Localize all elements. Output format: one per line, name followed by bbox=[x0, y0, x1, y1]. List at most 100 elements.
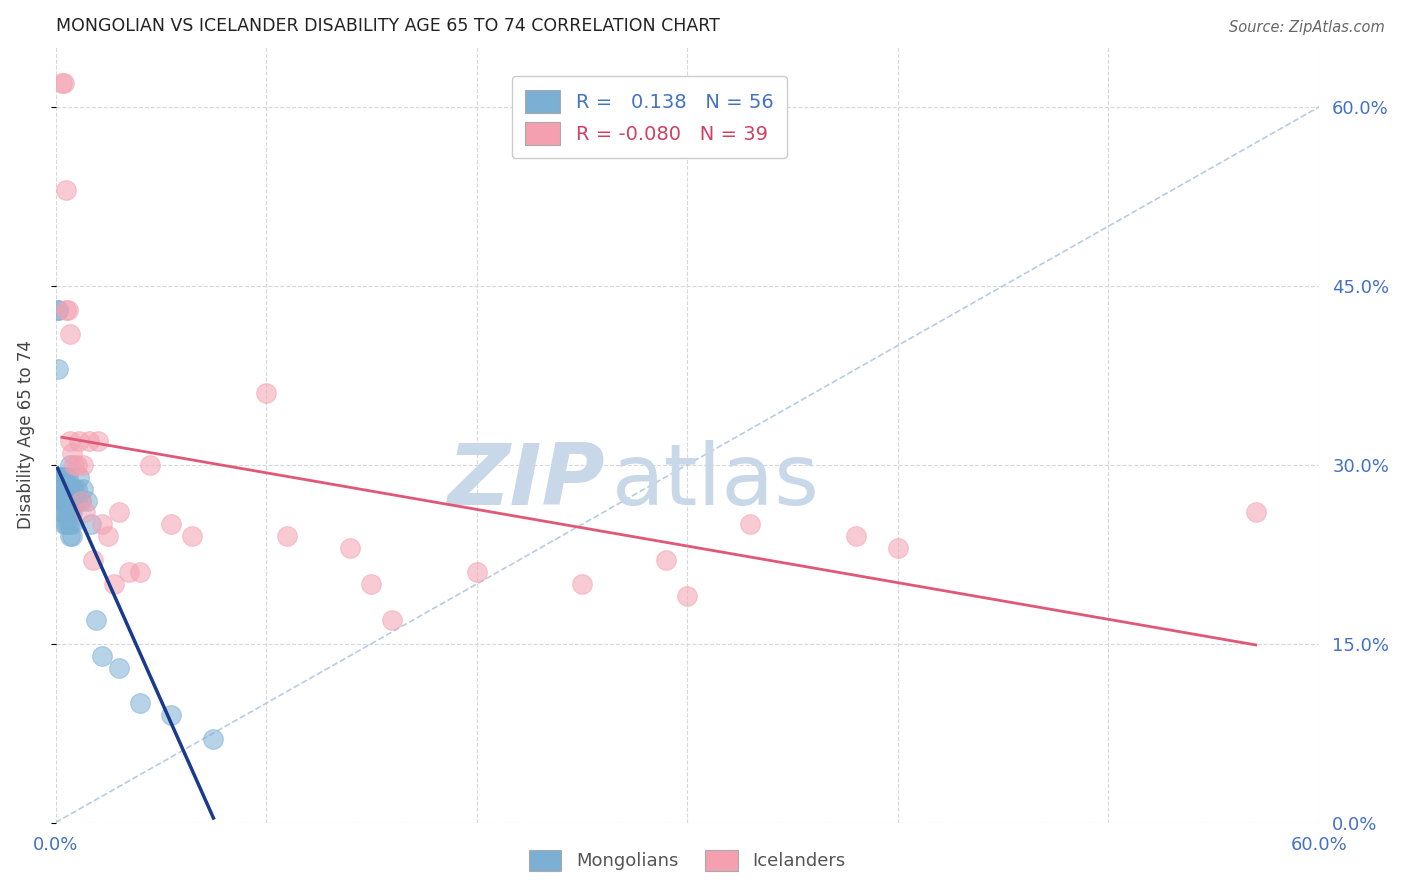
Point bbox=[55, 493, 77, 508]
Point bbox=[52, 493, 75, 508]
Point bbox=[56, 469, 79, 483]
Point bbox=[60, 529, 83, 543]
Point bbox=[59, 482, 82, 496]
Point bbox=[59, 506, 82, 520]
Point bbox=[60, 517, 83, 532]
Point bbox=[55, 469, 77, 483]
Point bbox=[51, 493, 73, 508]
Point bbox=[51, 76, 73, 90]
Point bbox=[63, 458, 86, 472]
Point bbox=[276, 529, 298, 543]
Point bbox=[56, 517, 79, 532]
Point bbox=[56, 302, 79, 317]
Point bbox=[90, 517, 112, 532]
Point bbox=[52, 482, 75, 496]
Point bbox=[160, 708, 183, 723]
Point bbox=[181, 529, 204, 543]
Point bbox=[887, 541, 910, 556]
Point bbox=[60, 482, 83, 496]
Point bbox=[52, 76, 75, 90]
Point bbox=[128, 565, 150, 579]
Point bbox=[48, 469, 70, 483]
Point bbox=[59, 493, 82, 508]
Point bbox=[86, 434, 108, 448]
Point bbox=[160, 517, 183, 532]
Point bbox=[46, 302, 69, 317]
Point bbox=[118, 565, 141, 579]
Point bbox=[65, 458, 87, 472]
Point bbox=[90, 648, 112, 663]
Point bbox=[339, 541, 361, 556]
Point bbox=[139, 458, 162, 472]
Point bbox=[465, 565, 488, 579]
Point bbox=[51, 482, 73, 496]
Point bbox=[59, 517, 82, 532]
Point bbox=[107, 506, 129, 520]
Point bbox=[103, 577, 125, 591]
Point bbox=[48, 469, 70, 483]
Y-axis label: Disability Age 65 to 74: Disability Age 65 to 74 bbox=[17, 341, 35, 529]
Point bbox=[56, 506, 79, 520]
Text: Source: ZipAtlas.com: Source: ZipAtlas.com bbox=[1229, 20, 1385, 35]
Point bbox=[56, 482, 79, 496]
Point bbox=[59, 434, 82, 448]
Point bbox=[60, 446, 83, 460]
Point bbox=[360, 577, 382, 591]
Text: atlas: atlas bbox=[612, 440, 820, 523]
Point bbox=[128, 696, 150, 710]
Point bbox=[69, 493, 91, 508]
Point bbox=[59, 326, 82, 341]
Point bbox=[60, 506, 83, 520]
Point bbox=[52, 469, 75, 483]
Point bbox=[67, 469, 90, 483]
Point bbox=[52, 493, 75, 508]
Point bbox=[55, 517, 77, 532]
Text: ZIP: ZIP bbox=[447, 440, 605, 523]
Point bbox=[82, 553, 104, 567]
Point bbox=[52, 517, 75, 532]
Point bbox=[55, 302, 77, 317]
Point bbox=[55, 493, 77, 508]
Point bbox=[67, 434, 90, 448]
Point bbox=[72, 482, 94, 496]
Point bbox=[52, 506, 75, 520]
Point bbox=[740, 517, 762, 532]
Point bbox=[55, 184, 77, 198]
Point bbox=[65, 493, 87, 508]
Point bbox=[571, 577, 593, 591]
Point bbox=[63, 493, 86, 508]
Point bbox=[55, 482, 77, 496]
Point bbox=[254, 386, 277, 401]
Point bbox=[46, 362, 69, 376]
Point bbox=[60, 493, 83, 508]
Point bbox=[107, 660, 129, 674]
Point bbox=[77, 434, 100, 448]
Point bbox=[655, 553, 678, 567]
Point bbox=[48, 482, 70, 496]
Point bbox=[51, 506, 73, 520]
Point bbox=[72, 458, 94, 472]
Point bbox=[65, 482, 87, 496]
Point bbox=[56, 493, 79, 508]
Point bbox=[63, 482, 86, 496]
Point bbox=[56, 493, 79, 508]
Point bbox=[46, 302, 69, 317]
Point bbox=[55, 482, 77, 496]
Point bbox=[676, 589, 699, 603]
Point bbox=[84, 613, 107, 627]
Point bbox=[80, 517, 103, 532]
Point bbox=[845, 529, 868, 543]
Point bbox=[97, 529, 120, 543]
Point bbox=[59, 493, 82, 508]
Point bbox=[381, 613, 404, 627]
Point bbox=[1244, 506, 1267, 520]
Point bbox=[55, 506, 77, 520]
Point bbox=[51, 469, 73, 483]
Text: MONGOLIAN VS ICELANDER DISABILITY AGE 65 TO 74 CORRELATION CHART: MONGOLIAN VS ICELANDER DISABILITY AGE 65… bbox=[55, 17, 720, 35]
Point bbox=[73, 506, 96, 520]
Legend: Mongolians, Icelanders: Mongolians, Icelanders bbox=[516, 838, 858, 883]
Point bbox=[76, 493, 98, 508]
Point bbox=[59, 529, 82, 543]
Point bbox=[59, 458, 82, 472]
Point bbox=[202, 732, 225, 747]
